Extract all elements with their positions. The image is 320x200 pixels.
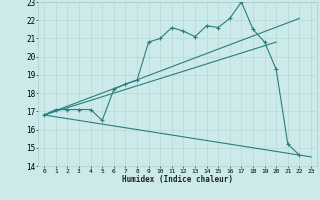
- X-axis label: Humidex (Indice chaleur): Humidex (Indice chaleur): [122, 175, 233, 184]
